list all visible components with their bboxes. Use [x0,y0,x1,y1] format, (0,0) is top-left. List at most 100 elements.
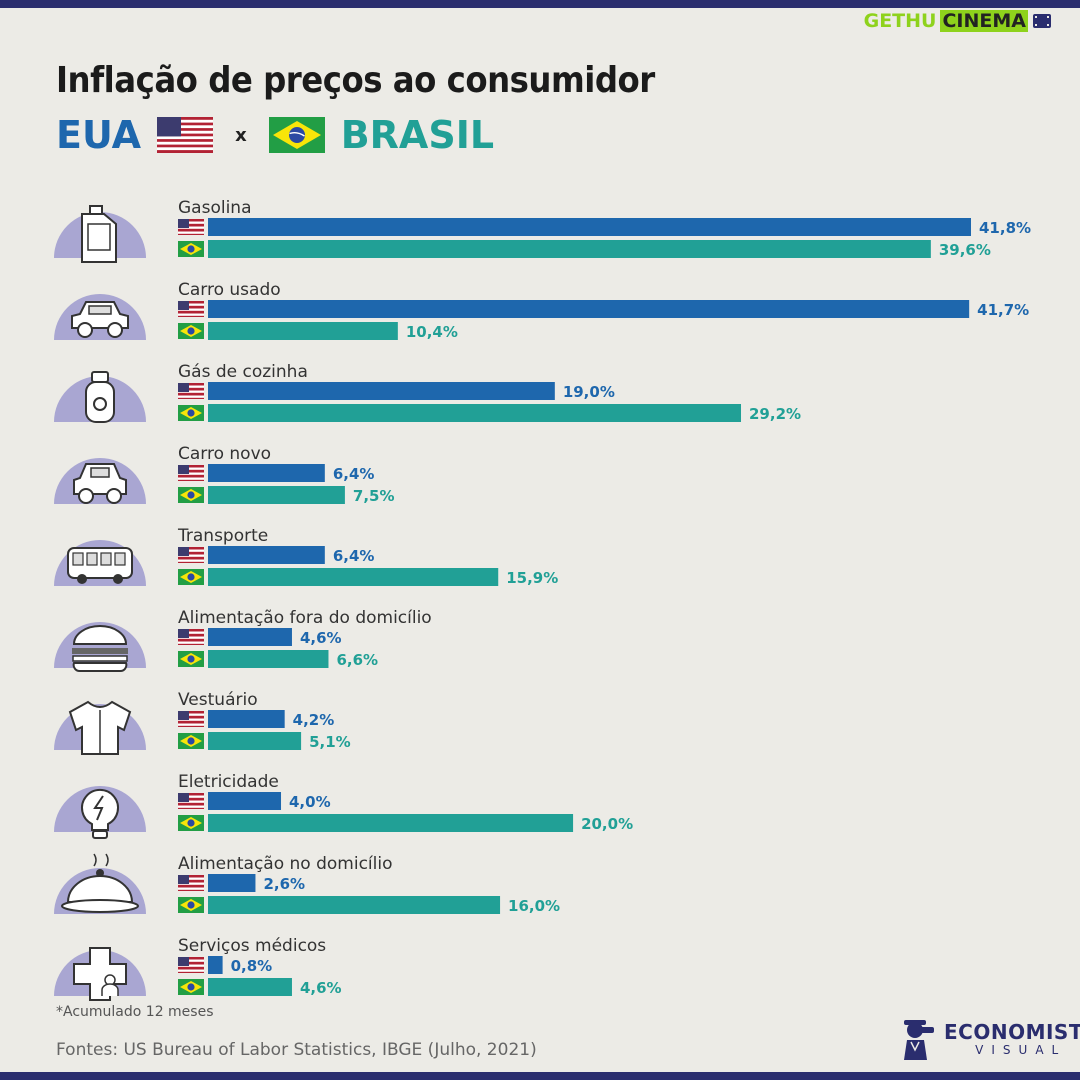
watermark-logo: GETHU CINEMA [864,10,1052,32]
value-label-us: 4,6% [300,629,342,647]
bar-brazil [208,404,742,422]
brazil-flag-icon [178,897,204,913]
category-label: Gasolina [178,198,252,218]
brand-logo: ECONOMISTA VISUAL [898,1016,1080,1062]
value-label-us: 4,0% [289,793,331,811]
watermark-part1: GETHU [863,10,937,32]
us-flag-icon [178,383,204,399]
value-label-us: 41,7% [977,301,1029,319]
brazil-flag-icon [178,651,204,667]
brand-name: ECONOMISTA [944,1020,1080,1044]
chart-row: Transporte 6,4% 15,9% [54,526,558,587]
value-label-us: 4,2% [293,711,335,729]
category-label: Alimentação no domicílio [178,854,393,874]
brazil-flag-icon [178,815,204,831]
bar-brazil [208,978,292,996]
us-flag-icon [178,875,204,891]
category-label: Eletricidade [178,772,279,792]
used-car-icon [71,301,129,338]
bar-us [208,218,971,236]
bar-us [208,628,292,646]
value-label-brazil: 29,2% [749,405,801,423]
us-flag-icon [178,711,204,727]
us-flag-icon [178,957,204,973]
brand-subtitle: VISUAL [975,1043,1067,1057]
value-label-us: 41,8% [979,219,1031,237]
us-flag-icon [157,117,214,153]
value-label-us: 2,6% [263,875,305,893]
category-label: Vestuário [178,690,258,710]
us-flag-icon [178,465,204,481]
category-icon [54,294,146,340]
value-label-us: 6,4% [333,547,375,565]
bus-icon [67,547,133,584]
chart-row: Eletricidade 4,0% 20,0% [54,772,633,839]
value-label-us: 0,8% [231,957,273,975]
brazil-flag-icon [268,117,325,153]
category-label: Gás de cozinha [178,362,308,382]
value-label-us: 19,0% [563,383,615,401]
category-label: Serviços médicos [178,936,326,956]
brazil-flag-icon [178,733,204,749]
bar-us [208,956,223,974]
bar-brazil [208,240,931,258]
bar-brazil [208,896,501,914]
category-icon [54,700,146,755]
value-label-us: 6,4% [333,465,375,483]
category-label: Carro novo [178,444,271,464]
brazil-flag-icon [178,405,204,421]
category-icon [54,786,146,839]
category-icon [54,947,146,1001]
bottom-frame-bar [0,1072,1080,1080]
value-label-brazil: 5,1% [309,733,351,751]
subtitle-separator: x [235,124,247,146]
bar-brazil [208,568,499,586]
bar-us [208,792,282,810]
us-flag-icon [178,793,204,809]
bar-brazil [208,486,345,504]
bar-brazil [208,814,574,832]
category-icon [54,371,146,423]
bar-us [208,464,325,482]
us-flag-icon [178,629,204,645]
bar-brazil [208,322,398,340]
category-icon [54,853,146,914]
brazil-flag-icon [178,241,204,257]
footnote: *Acumulado 12 meses [56,1004,214,1020]
bar-brazil [208,732,302,750]
subtitle-us: EUA [56,113,142,157]
value-label-brazil: 4,6% [300,979,342,997]
value-label-brazil: 10,4% [406,323,458,341]
category-icon [54,540,146,586]
chart-row: Gás de cozinha 19,0% 29,2% [54,362,801,423]
medical-cross-icon [73,947,127,1001]
category-label: Transporte [177,526,268,546]
chart-title: Inflação de preços ao consumidor [56,60,655,101]
chart-row: Vestuário 4,2% 5,1% [54,690,351,755]
value-label-brazil: 6,6% [336,651,378,669]
brazil-flag-icon [178,979,204,995]
value-label-brazil: 16,0% [508,897,560,915]
category-label: Alimentação fora do domicílio [178,608,432,628]
film-reel-icon [1033,14,1051,28]
us-flag-icon [178,219,204,235]
us-flag-icon [178,301,204,317]
brazil-flag-icon [178,487,204,503]
us-flag-icon [178,547,204,563]
brazil-flag-icon [178,569,204,585]
chart-row: Carro usado 41,7% 10,4% [54,280,1029,341]
bar-brazil [208,650,329,668]
subtitle-brazil: BRASIL [340,113,495,157]
top-frame-bar [0,0,1080,8]
new-car-icon [73,463,127,504]
value-label-brazil: 39,6% [939,241,991,259]
bar-us [208,382,555,400]
category-icon [54,458,146,504]
bar-us [208,710,285,728]
chart-subtitle: EUA x BRASIL [56,112,494,158]
burger-icon [72,625,128,672]
shirt-icon [68,700,132,755]
